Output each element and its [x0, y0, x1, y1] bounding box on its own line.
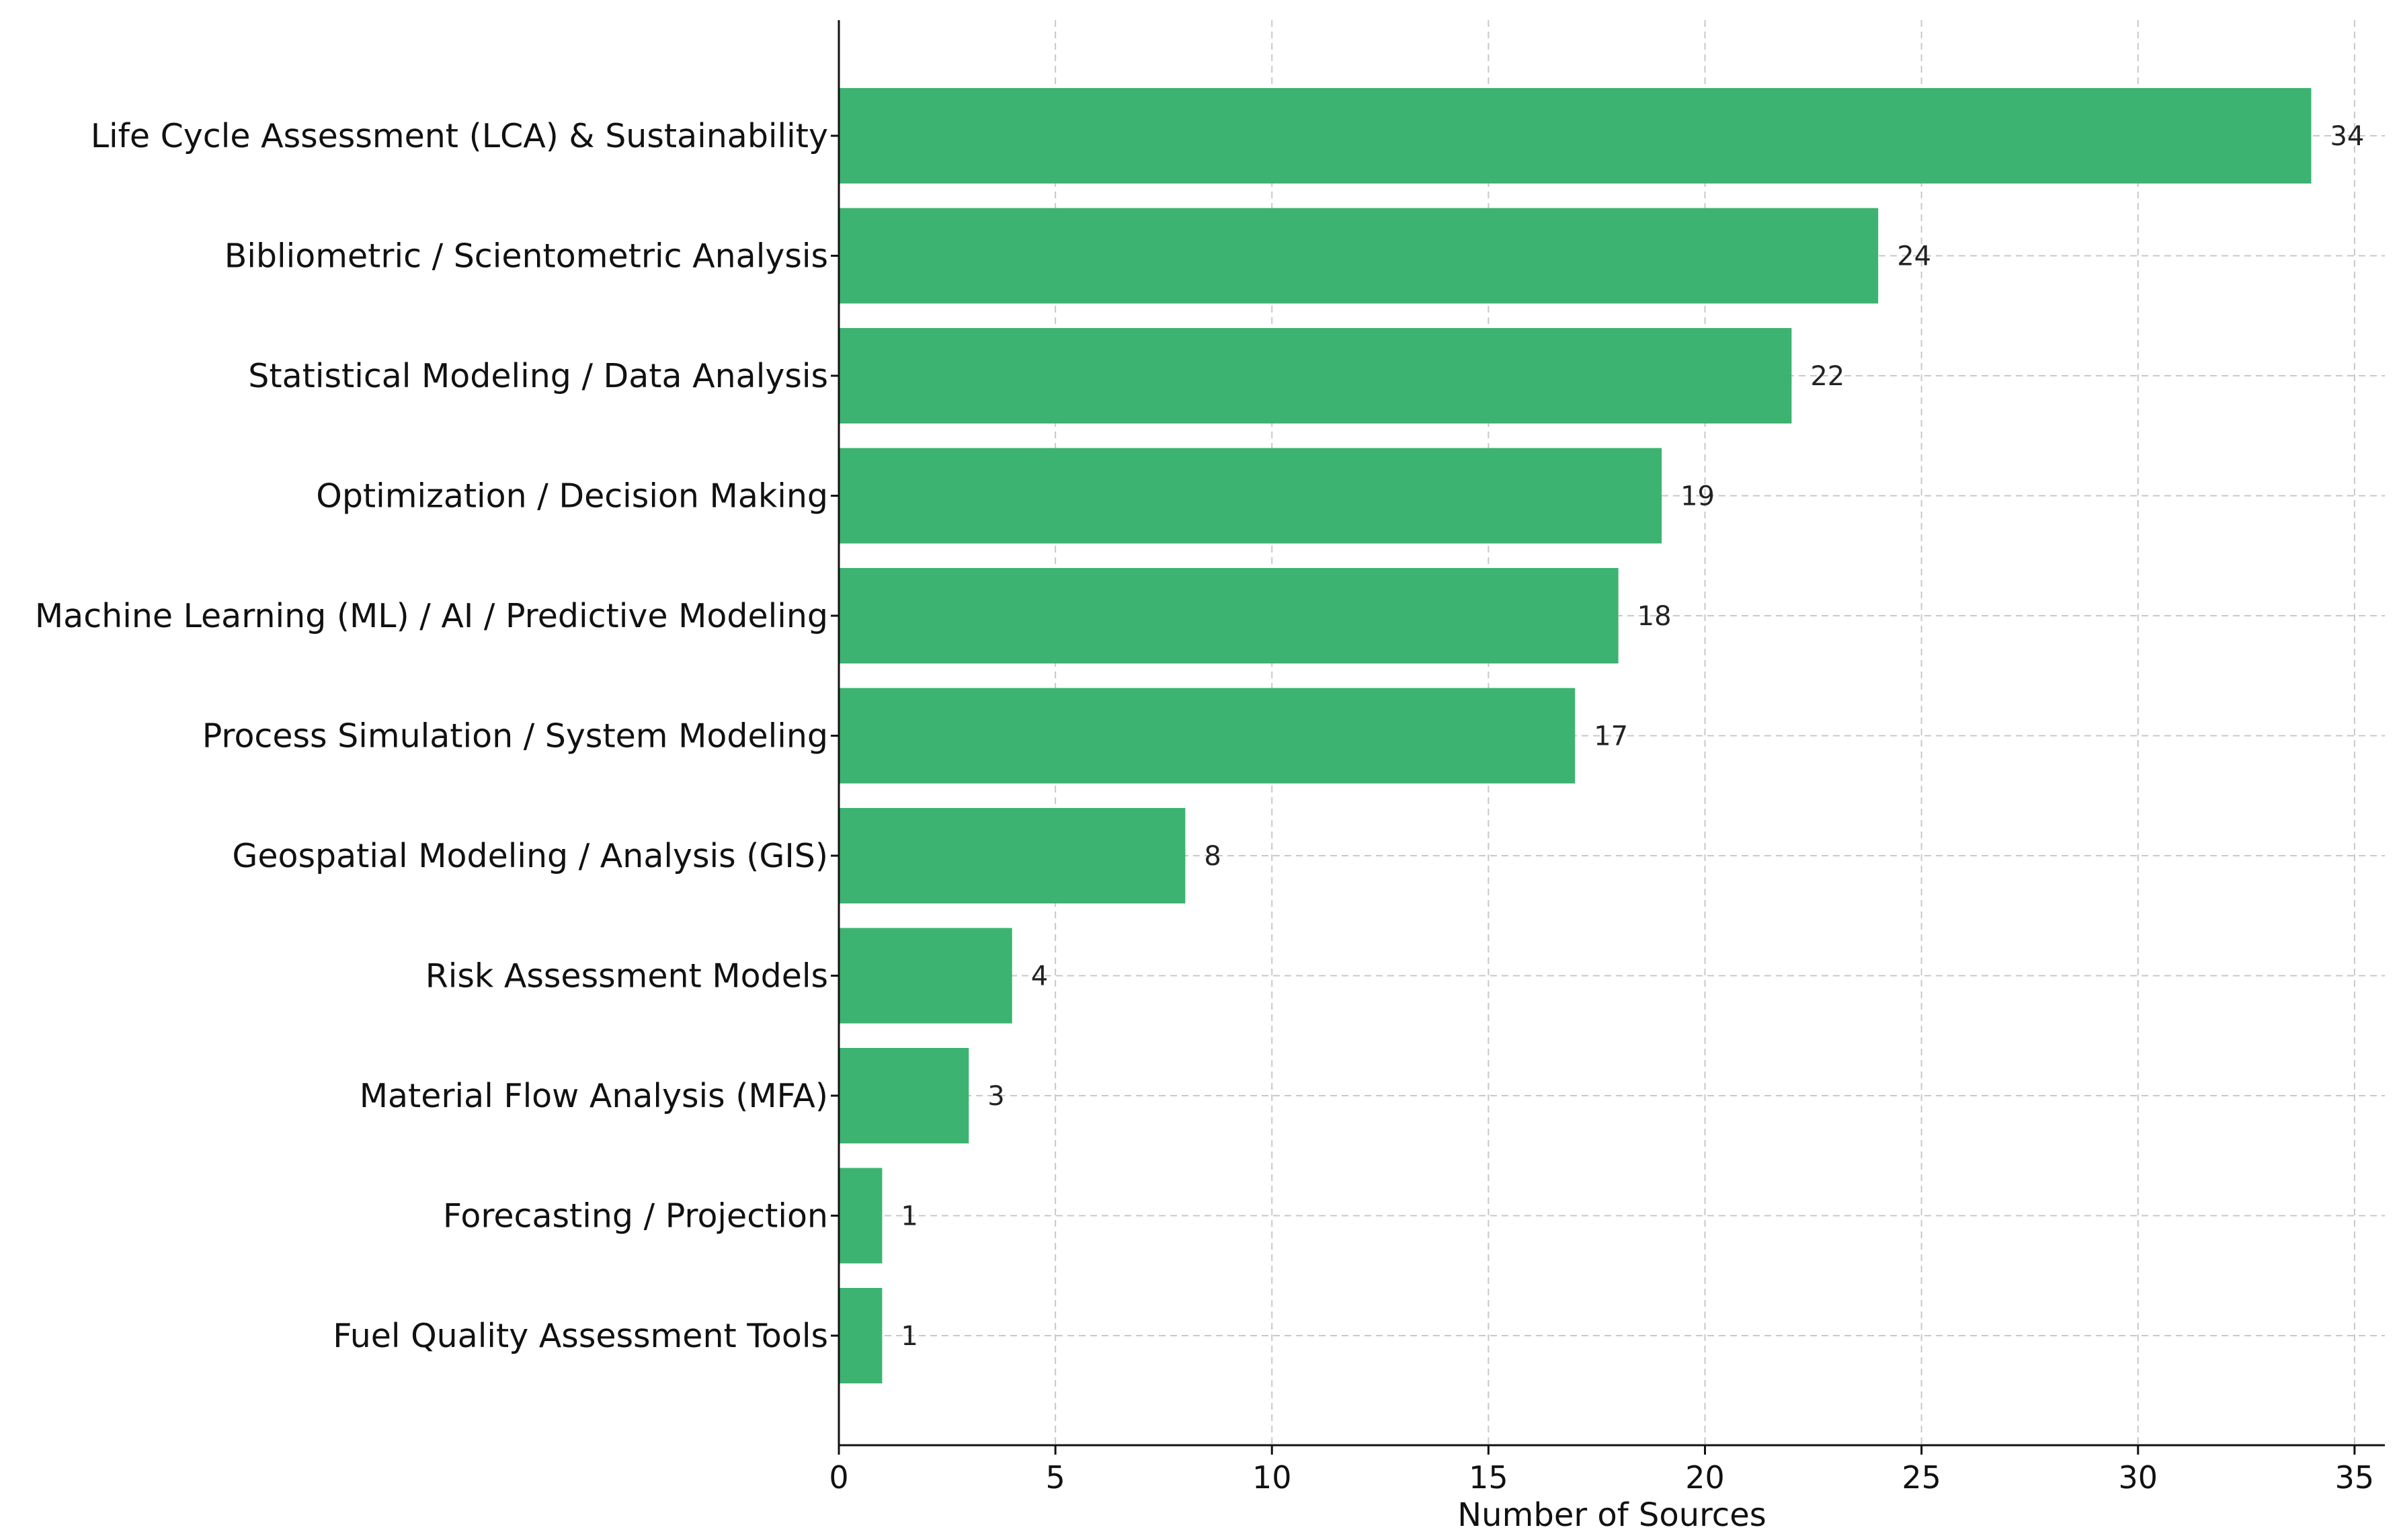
- x-axis-ticks: 0 5 10 15 20 25 30 35: [829, 134, 2375, 1496]
- category-label-2: Statistical Modeling / Data Analysis: [248, 357, 828, 395]
- x-axis-title: Number of Sources: [1457, 1496, 1766, 1534]
- category-label-9: Forecasting / Projection: [443, 1197, 828, 1235]
- x-tick-label-5: 5: [1045, 1459, 1065, 1496]
- x-tick-label-15: 15: [1469, 1459, 1508, 1496]
- value-label-3: 19: [1680, 481, 1715, 512]
- bar-0: [839, 88, 2312, 184]
- x-tick-label-0: 0: [829, 1459, 848, 1496]
- bar-9: [839, 1168, 883, 1264]
- bar-3: [839, 448, 1662, 544]
- category-label-1: Bibliometric / Scientometric Analysis: [225, 237, 828, 276]
- bar-6: [839, 808, 1186, 903]
- value-label-1: 24: [1897, 241, 1931, 272]
- x-tick-label-10: 10: [1252, 1459, 1292, 1496]
- x-tick-label-25: 25: [1902, 1459, 1941, 1496]
- x-tick-label-20: 20: [1685, 1459, 1725, 1496]
- category-label-0: Life Cycle Assessment (LCA) & Sustainabi…: [91, 117, 828, 155]
- value-label-6: 8: [1204, 841, 1221, 872]
- category-label-7: Risk Assessment Models: [425, 957, 828, 996]
- bar-1: [839, 208, 1879, 304]
- bar-4: [839, 568, 1619, 663]
- value-label-2: 22: [1810, 361, 1844, 392]
- x-tick-label-30: 30: [2118, 1459, 2158, 1496]
- value-label-7: 4: [1031, 961, 1048, 992]
- category-label-5: Process Simulation / System Modeling: [202, 717, 828, 756]
- value-label-5: 17: [1594, 721, 1628, 752]
- bars: [839, 88, 2312, 1383]
- category-label-8: Material Flow Analysis (MFA): [360, 1077, 828, 1115]
- x-tick-label-35: 35: [2335, 1459, 2375, 1496]
- value-label-9: 1: [901, 1201, 918, 1232]
- category-label-4: Machine Learning (ML) / AI / Predictive …: [35, 597, 828, 635]
- axes: [838, 20, 2385, 1447]
- category-label-10: Fuel Quality Assessment Tools: [333, 1317, 828, 1355]
- y-axis-category-labels: Life Cycle Assessment (LCA) & Sustainabi…: [35, 117, 828, 1355]
- value-label-0: 34: [2330, 121, 2364, 152]
- value-label-4: 18: [1637, 601, 1672, 632]
- bar-2: [839, 328, 1792, 423]
- bar-7: [839, 928, 1012, 1024]
- bar-10: [839, 1288, 883, 1383]
- bar-5: [839, 688, 1576, 784]
- value-label-10: 1: [901, 1321, 918, 1352]
- bar-value-labels: 34 24 22 19 18 17 8 4 3 1 1: [901, 121, 2364, 1352]
- bar-8: [839, 1048, 969, 1143]
- category-label-3: Optimization / Decision Making: [316, 477, 828, 516]
- category-label-6: Geospatial Modeling / Analysis (GIS): [232, 837, 828, 875]
- value-label-8: 3: [987, 1081, 1004, 1112]
